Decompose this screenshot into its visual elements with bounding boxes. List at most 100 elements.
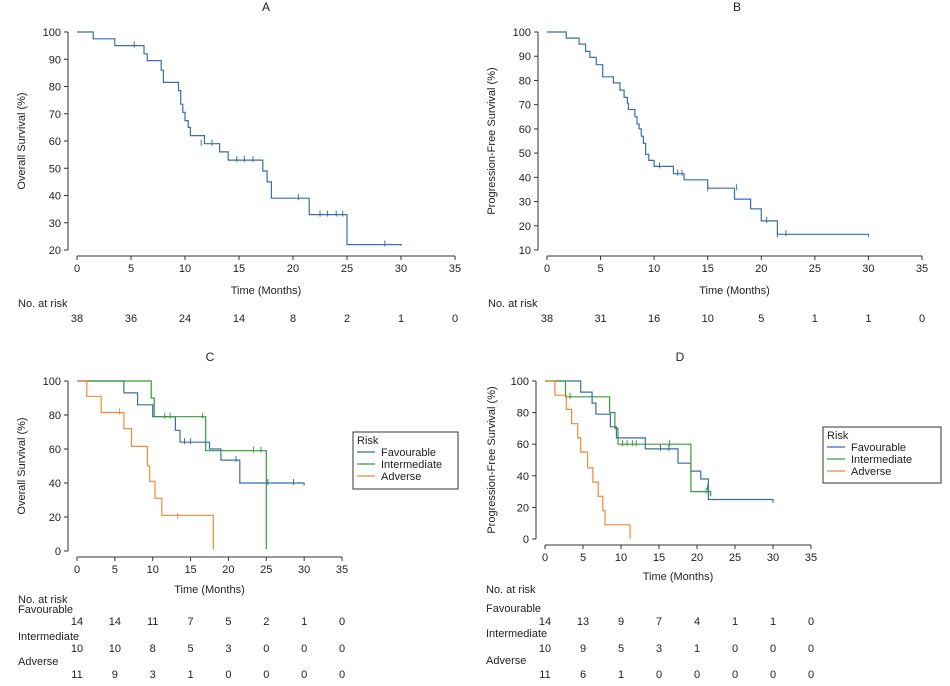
- x-tick-label: 0: [74, 564, 80, 576]
- y-axis-label: Progression-Free Survival (%): [486, 386, 498, 533]
- at-risk-count: 7: [656, 616, 662, 628]
- at-risk-count: 4: [694, 616, 700, 628]
- panel-title: D: [676, 350, 685, 364]
- x-tick-label: 20: [222, 564, 234, 576]
- at-risk-count: 6: [580, 669, 586, 681]
- y-tick-label: 40: [519, 172, 531, 184]
- y-axis-label: Overall Survival (%): [16, 417, 28, 514]
- at-risk-count: 11: [539, 669, 550, 681]
- y-tick-label: 20: [49, 245, 61, 257]
- y-tick-label: 40: [49, 478, 61, 490]
- at-risk-count: 3: [225, 643, 231, 655]
- y-tick-label: 30: [49, 218, 61, 230]
- legend-label: Adverse: [381, 471, 421, 483]
- y-tick-label: 100: [43, 27, 61, 39]
- x-tick-label: 20: [287, 263, 299, 275]
- y-tick-label: 50: [519, 148, 531, 160]
- at-risk-count: 36: [125, 313, 137, 325]
- km-curve-adverse: [77, 380, 214, 550]
- x-tick-label: 0: [542, 552, 548, 564]
- y-tick-label: 60: [49, 136, 61, 148]
- x-tick-label: 20: [755, 263, 767, 275]
- x-tick-label: 20: [691, 552, 703, 564]
- at-risk-count: 9: [580, 643, 586, 655]
- at-risk-count: 14: [233, 313, 245, 325]
- x-tick-label: 35: [449, 263, 461, 275]
- at-risk-count: 5: [618, 643, 624, 655]
- at-risk-count: 0: [808, 669, 814, 681]
- legend-box: [352, 431, 459, 490]
- at-risk-group-label: Intermediate: [18, 631, 79, 643]
- at-risk-count: 8: [150, 643, 156, 655]
- x-tick-label: 10: [147, 564, 159, 576]
- at-risk-count: 3: [656, 643, 662, 655]
- at-risk-count: 1: [732, 616, 738, 628]
- at-risk-label: No. at risk: [18, 298, 68, 310]
- at-risk-count: 1: [301, 616, 307, 628]
- x-tick-label: 15: [653, 552, 665, 564]
- at-risk-count: 1: [188, 669, 194, 681]
- x-tick-label: 15: [702, 263, 714, 275]
- x-axis-label: Time (Months): [174, 584, 245, 596]
- km-curve-all: [547, 31, 869, 237]
- x-tick-label: 30: [862, 263, 874, 275]
- km-curve-all: [77, 31, 402, 246]
- at-risk-count: 5: [188, 643, 194, 655]
- at-risk-count: 0: [732, 643, 738, 655]
- x-tick-label: 5: [580, 552, 586, 564]
- at-risk-group-label: Adverse: [486, 655, 526, 667]
- y-axis-label: Overall Survival (%): [16, 92, 28, 189]
- at-risk-count: 2: [344, 313, 350, 325]
- x-tick-label: 35: [336, 564, 348, 576]
- at-risk-count: 14: [109, 616, 121, 628]
- x-tick-label: 25: [809, 263, 821, 275]
- legend-title: Risk: [827, 430, 849, 442]
- at-risk-count: 2: [263, 616, 269, 628]
- y-tick-label: 60: [519, 124, 531, 136]
- x-axis-label: Time (Months): [643, 571, 714, 583]
- y-tick-label: 90: [519, 51, 531, 63]
- y-axis-label: Progression-Free Survival (%): [486, 67, 498, 214]
- legend-label: Intermediate: [381, 459, 442, 471]
- y-tick-label: 20: [519, 221, 531, 233]
- km-curve-intermediate: [545, 380, 712, 497]
- at-risk-group-label: Intermediate: [486, 628, 547, 640]
- x-tick-label: 10: [648, 263, 660, 275]
- at-risk-count: 0: [301, 669, 307, 681]
- at-risk-count: 0: [339, 669, 345, 681]
- x-tick-label: 35: [805, 552, 817, 564]
- x-tick-label: 15: [184, 564, 196, 576]
- y-tick-label: 40: [49, 191, 61, 203]
- x-tick-label: 0: [544, 263, 550, 275]
- x-tick-label: 30: [395, 263, 407, 275]
- km-curve-adverse: [545, 380, 631, 539]
- at-risk-count: 0: [339, 616, 345, 628]
- y-tick-label: 80: [49, 410, 61, 422]
- x-tick-label: 25: [729, 552, 741, 564]
- y-tick-label: 0: [523, 534, 529, 546]
- km-curve-favourable: [545, 380, 774, 503]
- panel-B: B0 5 10 15 20 25 30 35102030405060708090100Time…: [486, 0, 928, 325]
- km-curve-favourable: [77, 380, 305, 486]
- x-tick-label: 15: [233, 263, 245, 275]
- at-risk-count: 9: [112, 669, 118, 681]
- at-risk-count: 1: [398, 313, 404, 325]
- at-risk-count: 0: [263, 669, 269, 681]
- legend-label: Favourable: [381, 447, 436, 459]
- at-risk-count: 11: [71, 669, 82, 681]
- at-risk-count: 0: [339, 643, 345, 655]
- y-tick-label: 0: [55, 546, 61, 558]
- y-tick-label: 60: [517, 439, 529, 451]
- at-risk-count: 1: [694, 643, 700, 655]
- y-tick-label: 90: [49, 54, 61, 66]
- at-risk-count: 9: [618, 616, 624, 628]
- at-risk-count: 10: [539, 643, 551, 655]
- at-risk-label: No. at risk: [18, 594, 68, 606]
- x-axis-label: Time (Months): [699, 285, 770, 297]
- y-tick-label: 70: [519, 100, 531, 112]
- y-tick-label: 100: [513, 27, 531, 39]
